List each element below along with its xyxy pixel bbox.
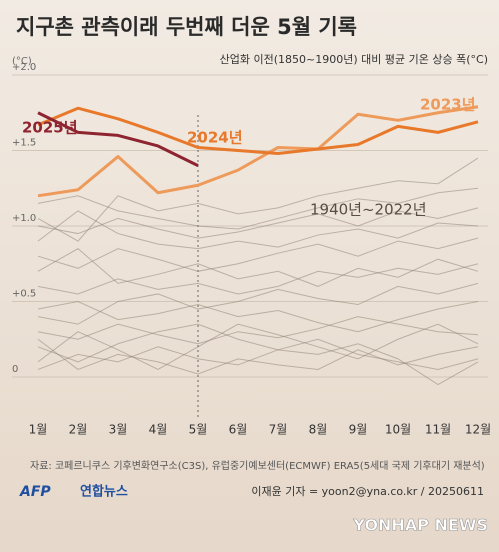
background-line	[37, 263, 479, 295]
series-line	[37, 111, 199, 167]
x-tick-label: 2월	[69, 423, 88, 437]
logo-afp: AFP	[19, 484, 51, 500]
background-line	[37, 237, 479, 272]
x-tick-label: 3월	[109, 423, 128, 437]
y-axis-label: (°C)	[12, 56, 32, 67]
background-line	[37, 300, 479, 333]
x-tick-label: 5월	[189, 423, 208, 437]
plot-area: 0 +0.5 +1.0 +1.5 +2.0 1월 2월 3월 4월 5월 6월 7월 8월 9월 10월 11…	[12, 62, 491, 437]
y-tick-label: +1.5	[12, 138, 36, 149]
chart-title: 지구촌 관측이래 두번째 더운 5월 기록	[16, 15, 357, 39]
series-line	[37, 105, 479, 198]
source: 자료: 코페르니쿠스 기후변화연구소(C3S), 유럽중기예보센터(ECMWF)…	[30, 460, 485, 472]
subtitle: 산업화 이전(1850~1900년) 대비 평균 기온 상승 폭(°C)	[220, 53, 488, 66]
background-line	[37, 248, 479, 287]
y-tick-label: +0.5	[12, 289, 36, 300]
series-line	[37, 106, 479, 156]
x-tick-label: 6월	[229, 423, 248, 437]
background-line	[37, 157, 479, 242]
background-label: 1940년~2022년	[310, 201, 427, 219]
series-label: 2025년	[22, 119, 78, 137]
background-line	[37, 316, 479, 345]
x-tick-label: 10월	[385, 423, 411, 437]
x-tick-label: 1월	[29, 423, 48, 437]
logo-yonhap: 연합뉴스	[80, 484, 128, 500]
background-line	[37, 323, 479, 371]
x-tick-label: 9월	[349, 423, 368, 437]
series-label: 2024년	[187, 129, 243, 147]
credit: 이재윤 기자 = yoon2@yna.co.kr / 20250611	[251, 485, 484, 498]
x-tick-label: 7월	[269, 423, 288, 437]
y-tick-label: 0	[12, 364, 18, 375]
x-tick-label: 4월	[149, 423, 168, 437]
y-tick-label: +2.0	[12, 62, 36, 73]
background-line	[37, 187, 479, 230]
x-tick-label: 11월	[425, 423, 451, 437]
x-tick-label: 12월	[465, 423, 491, 437]
background-line	[37, 207, 479, 239]
background-line	[37, 282, 479, 325]
watermark: YONHAP NEWS	[352, 516, 488, 535]
background-line	[37, 210, 479, 250]
background-line	[37, 338, 479, 375]
x-tick-label: 8월	[309, 423, 328, 437]
series-label: 2023년	[420, 96, 476, 114]
y-tick-label: +1.0	[12, 213, 36, 224]
